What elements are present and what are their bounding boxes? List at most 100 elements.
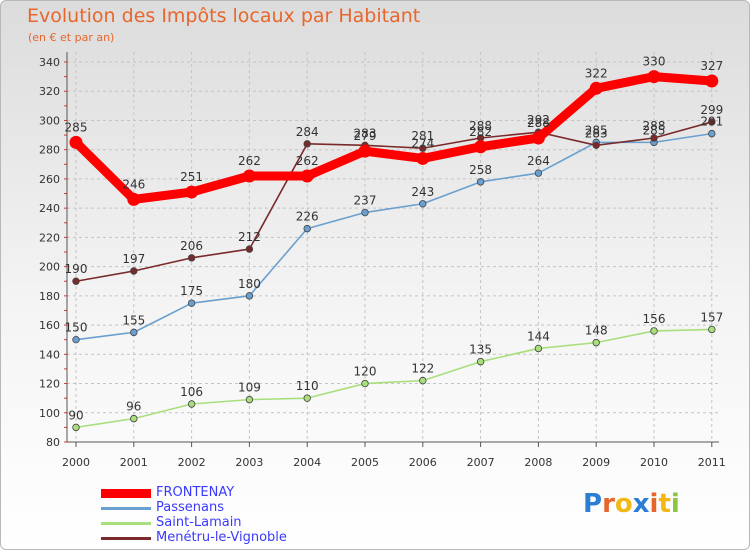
data-point bbox=[647, 70, 661, 84]
legend-item: FRONTENAY bbox=[101, 485, 341, 500]
data-label: 110 bbox=[296, 379, 319, 393]
data-label: 282 bbox=[469, 125, 492, 139]
data-point bbox=[130, 267, 138, 275]
data-label: 262 bbox=[296, 154, 319, 168]
y-tick-label: 200 bbox=[39, 261, 60, 274]
series-line-Passenans bbox=[75, 132, 713, 341]
x-tick-label: 2008 bbox=[524, 456, 552, 469]
data-label: 279 bbox=[354, 129, 377, 143]
data-point bbox=[534, 344, 543, 353]
data-point bbox=[650, 327, 658, 335]
x-tick-label: 2004 bbox=[293, 456, 321, 469]
data-point bbox=[245, 245, 254, 253]
data-label: 180 bbox=[238, 277, 261, 291]
data-point bbox=[187, 299, 196, 307]
data-label: 156 bbox=[643, 312, 666, 326]
y-tick-label: 240 bbox=[39, 202, 60, 215]
data-label: 237 bbox=[354, 194, 377, 208]
data-point bbox=[592, 141, 600, 150]
data-label: 285 bbox=[65, 120, 88, 134]
data-label: 206 bbox=[180, 239, 203, 253]
data-label: 120 bbox=[354, 365, 377, 379]
legend-item: Saint-Lamain bbox=[101, 515, 341, 530]
legend: FRONTENAY Passenans Saint-Lamain Menétru-le… bbox=[101, 485, 341, 545]
data-point bbox=[419, 376, 427, 385]
legend-item: Passenans bbox=[101, 500, 341, 515]
y-tick-label: 320 bbox=[39, 85, 60, 98]
series-group bbox=[69, 70, 719, 432]
data-point bbox=[708, 325, 716, 334]
data-label: 106 bbox=[180, 385, 203, 399]
data-label: 281 bbox=[411, 129, 434, 143]
series-line-Saint-Lamain bbox=[75, 328, 713, 429]
data-point bbox=[474, 140, 488, 154]
data-point bbox=[72, 423, 80, 432]
legend-label: FRONTENAY bbox=[156, 485, 235, 500]
data-point bbox=[592, 338, 600, 347]
data-point bbox=[358, 144, 372, 158]
x-tick-label: 2005 bbox=[351, 456, 379, 469]
data-point bbox=[245, 395, 254, 404]
data-point bbox=[531, 131, 545, 145]
data-label: 243 bbox=[411, 185, 434, 199]
logo-letter: t bbox=[658, 489, 671, 519]
data-point bbox=[245, 292, 254, 300]
data-point bbox=[127, 192, 141, 206]
data-label: 212 bbox=[238, 230, 261, 244]
data-point bbox=[708, 118, 716, 126]
chart-title: Evolution des Impôts locaux par Habitant bbox=[27, 5, 421, 27]
logo-letter: r bbox=[602, 489, 615, 519]
data-point bbox=[708, 129, 716, 138]
data-point bbox=[361, 379, 369, 388]
y-tick-label: 340 bbox=[39, 56, 60, 69]
data-point bbox=[130, 414, 138, 423]
data-point bbox=[187, 400, 196, 408]
data-point bbox=[650, 134, 658, 142]
data-label: 226 bbox=[296, 210, 319, 224]
y-tick-label: 120 bbox=[39, 378, 60, 391]
x-tick-label: 2007 bbox=[467, 456, 495, 469]
data-label: 251 bbox=[180, 170, 203, 184]
data-point bbox=[300, 169, 314, 183]
data-point bbox=[303, 140, 311, 148]
series-line-FRONTENAY bbox=[71, 72, 717, 204]
data-point bbox=[130, 328, 138, 337]
chart-subtitle: (en € et par an) bbox=[28, 31, 115, 44]
data-label: 285 bbox=[585, 123, 608, 137]
data-label: 148 bbox=[585, 324, 608, 338]
legend-label: Menétru-le-Vignoble bbox=[156, 530, 287, 545]
data-label: 274 bbox=[411, 136, 434, 150]
y-tick-label: 140 bbox=[39, 348, 60, 361]
y-tick-label: 260 bbox=[39, 173, 60, 186]
data-label: 190 bbox=[65, 262, 88, 276]
data-label: 283 bbox=[354, 126, 377, 140]
data-point bbox=[303, 224, 311, 233]
x-tick-label: 2001 bbox=[120, 456, 148, 469]
data-label: 135 bbox=[469, 343, 492, 357]
data-point bbox=[476, 178, 485, 186]
data-label: 330 bbox=[643, 55, 666, 69]
y-tick-label: 180 bbox=[39, 290, 60, 303]
y-tick-label: 280 bbox=[39, 144, 60, 157]
proxiti-logo: Proxiti bbox=[583, 489, 680, 519]
y-tick-label: 100 bbox=[39, 407, 60, 420]
data-label: 246 bbox=[122, 177, 145, 191]
data-point bbox=[69, 135, 83, 149]
data-label: 299 bbox=[700, 103, 723, 117]
data-point bbox=[419, 200, 427, 208]
legend-swatch bbox=[101, 521, 151, 525]
logo-letter: i bbox=[670, 489, 680, 519]
data-label: 262 bbox=[238, 154, 261, 168]
logo-letter: x bbox=[632, 489, 650, 519]
legend-swatch bbox=[101, 506, 151, 510]
data-label: 288 bbox=[469, 119, 492, 133]
x-tick-label: 2003 bbox=[235, 456, 263, 469]
data-point bbox=[476, 357, 485, 366]
logo-letter: o bbox=[614, 489, 633, 519]
data-label: 122 bbox=[411, 362, 434, 376]
logo-letter: P bbox=[583, 489, 603, 519]
data-point bbox=[185, 185, 199, 199]
